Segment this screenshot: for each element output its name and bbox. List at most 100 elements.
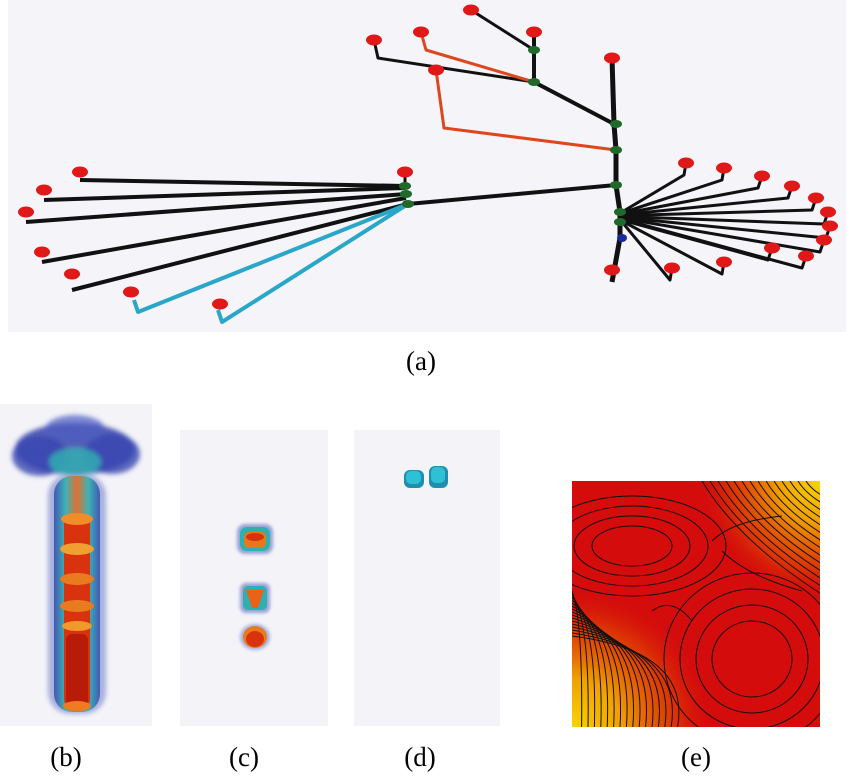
contour-line: [789, 481, 820, 510]
panel-a-tree-graph: [8, 0, 846, 332]
leaf-node: [72, 166, 88, 178]
leaf-node: [526, 26, 542, 38]
tree-edge: [533, 80, 615, 126]
panel-b-isosurface: [0, 404, 152, 726]
contour-line: [572, 617, 641, 727]
contour-line: [572, 632, 673, 727]
contour-lines: [572, 481, 820, 727]
contour-line: [721, 550, 803, 592]
contour-line: [572, 495, 727, 597]
contour-line: [572, 602, 609, 727]
blob-middle: [240, 583, 270, 613]
tree-nodes: [18, 4, 838, 310]
tree-edge-highlight: [434, 69, 617, 152]
caption-e: (e): [681, 742, 711, 772]
leaf-node: [798, 250, 814, 262]
blob-top: [237, 524, 273, 554]
contour-line: [711, 620, 793, 698]
leaf-node: [18, 206, 34, 218]
contour-line: [805, 481, 820, 495]
leaf-node: [716, 162, 732, 174]
tree-edge-highlight: [216, 202, 410, 324]
isosurface-cap: [12, 415, 140, 476]
contour-line: [741, 481, 820, 556]
junction-node: [528, 46, 540, 54]
leaf-node: [816, 234, 832, 246]
junction-node: [400, 190, 412, 198]
junction-node: [610, 120, 622, 128]
tree-edge: [43, 186, 406, 202]
contour-line: [725, 481, 820, 571]
caption-d: (d): [404, 742, 436, 772]
leaf-node: [716, 256, 732, 268]
caption-c: (c): [229, 742, 259, 772]
blob-bottom: [240, 624, 270, 650]
contour-line: [572, 608, 622, 727]
contour-line: [572, 626, 660, 727]
contour-line: [663, 572, 820, 727]
panel-e-contour-plot: [572, 481, 820, 727]
contour-line: [711, 515, 783, 542]
caption-a: (a): [406, 346, 436, 376]
contour-line: [749, 481, 820, 548]
leaf-node: [820, 206, 836, 218]
tree-edge: [470, 8, 535, 52]
contour-line: [709, 481, 820, 586]
junction-node: [614, 208, 626, 216]
contour-line: [573, 515, 691, 577]
junction-node: [402, 200, 414, 208]
tree-edge: [372, 39, 535, 84]
cyan-blob-right: [429, 466, 448, 488]
caption-b: (b): [50, 742, 82, 772]
leaf-node: [123, 286, 139, 298]
tree-edge-highlight: [132, 202, 409, 314]
contour-line: [701, 481, 820, 594]
leaf-node: [822, 220, 838, 232]
contour-line: [773, 481, 820, 526]
leaf-node: [808, 192, 824, 204]
contour-line: [679, 588, 820, 727]
panel-c-isosurface: [180, 430, 328, 726]
tree-edge: [71, 202, 409, 292]
leaf-node: [754, 170, 770, 182]
leaf-node: [64, 268, 80, 280]
junction-node: [610, 181, 622, 189]
leaf-node: [212, 298, 228, 310]
contour-line: [651, 604, 693, 622]
contour-line: [591, 525, 673, 567]
leaf-node: [604, 52, 620, 64]
contour-line: [765, 481, 820, 533]
tree-edges: [25, 8, 832, 324]
contour-line: [572, 611, 628, 727]
junction-node: [610, 146, 622, 154]
contour-line: [695, 604, 809, 714]
cyan-blob-left: [404, 470, 424, 488]
tree-edge-highlight: [419, 31, 535, 84]
root-node: [617, 234, 627, 242]
tree-edge: [25, 192, 407, 224]
contour-line: [572, 623, 654, 727]
contour-line: [797, 481, 820, 503]
isosurface-column: [48, 474, 106, 714]
leaf-node: [604, 264, 620, 276]
contour-line: [781, 481, 820, 518]
contour-line: [572, 596, 596, 727]
leaf-node: [36, 184, 52, 196]
tree-edge: [41, 196, 407, 264]
leaf-node: [678, 157, 694, 169]
contour-line: [572, 614, 635, 727]
contour-line: [717, 481, 820, 579]
contour-line: [572, 505, 709, 587]
junction-node: [528, 78, 540, 86]
leaf-node: [366, 34, 382, 46]
contour-line: [572, 629, 667, 727]
junction-node: [399, 182, 411, 190]
contour-line: [572, 599, 602, 727]
leaf-node: [664, 262, 680, 274]
junction-node: [614, 218, 626, 226]
contour-line: [572, 635, 680, 727]
panel-d-isosurface: [354, 430, 500, 726]
tree-edge: [79, 178, 406, 188]
leaf-node: [413, 26, 429, 38]
leaf-node: [784, 180, 800, 192]
